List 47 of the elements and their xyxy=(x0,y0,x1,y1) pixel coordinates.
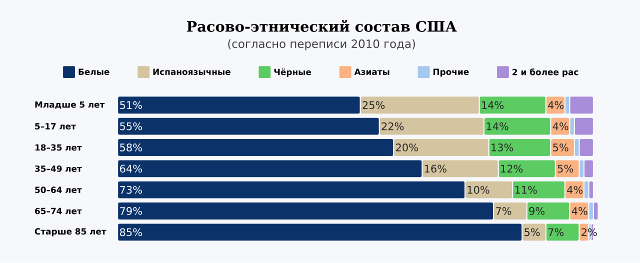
chart-subtitle: (согласно переписи 2010 года) xyxy=(228,39,415,50)
data-label: 20% xyxy=(396,144,418,152)
chart-title: Расово-этнический состав США xyxy=(186,20,457,32)
data-label: 11% xyxy=(515,186,537,194)
legend-label: 2 и более рас xyxy=(512,68,578,78)
data-label: 9% xyxy=(529,207,545,216)
data-label: 16% xyxy=(424,164,446,173)
y-tick-label: Старше 85 лет xyxy=(34,228,106,236)
data-label: 5% xyxy=(524,228,540,236)
bar xyxy=(578,138,594,158)
y-tick-label: 18–35 лет xyxy=(35,144,82,151)
legend-label: Чёрные xyxy=(274,68,312,77)
data-label: 2% xyxy=(582,228,597,236)
data-label: 14% xyxy=(482,101,504,110)
bar xyxy=(569,96,594,115)
y-tick-label: 35–49 лет xyxy=(35,166,82,172)
data-label: 22% xyxy=(382,122,404,130)
legend-label: Испаноязычные xyxy=(153,68,230,76)
data-label: 51% xyxy=(120,101,142,110)
data-label: 4% xyxy=(548,101,564,110)
legend-label: Белые xyxy=(78,68,110,76)
data-label: 5% xyxy=(558,164,574,173)
legend-label: Прочие xyxy=(433,68,469,77)
data-label: 10% xyxy=(468,186,490,194)
y-tick-label: 50–64 лет xyxy=(35,186,82,194)
data-label: 7% xyxy=(548,228,564,236)
data-label: 4% xyxy=(572,207,588,216)
data-label: 73% xyxy=(120,186,142,194)
y-tick-label: 5–17 лет xyxy=(35,123,76,130)
data-label: 14% xyxy=(486,122,508,130)
y-tick-label: Младше 5 лет xyxy=(35,102,105,109)
data-label: 64% xyxy=(120,164,142,173)
data-label: 58% xyxy=(120,144,142,152)
data-label: 4% xyxy=(567,186,583,194)
data-label: 55% xyxy=(120,122,142,130)
data-label: 85% xyxy=(120,228,142,236)
data-label: 7% xyxy=(496,207,512,216)
data-label: 4% xyxy=(552,122,568,130)
data-label: 79% xyxy=(120,207,142,216)
legend-label: Азиаты xyxy=(354,68,390,76)
data-label: 13% xyxy=(492,144,514,152)
data-label: 25% xyxy=(362,101,385,110)
data-label: 12% xyxy=(501,164,523,173)
data-label: 5% xyxy=(553,144,568,152)
bar xyxy=(583,159,594,178)
y-tick-label: 65–74 лет xyxy=(35,208,82,214)
bar xyxy=(574,117,594,136)
